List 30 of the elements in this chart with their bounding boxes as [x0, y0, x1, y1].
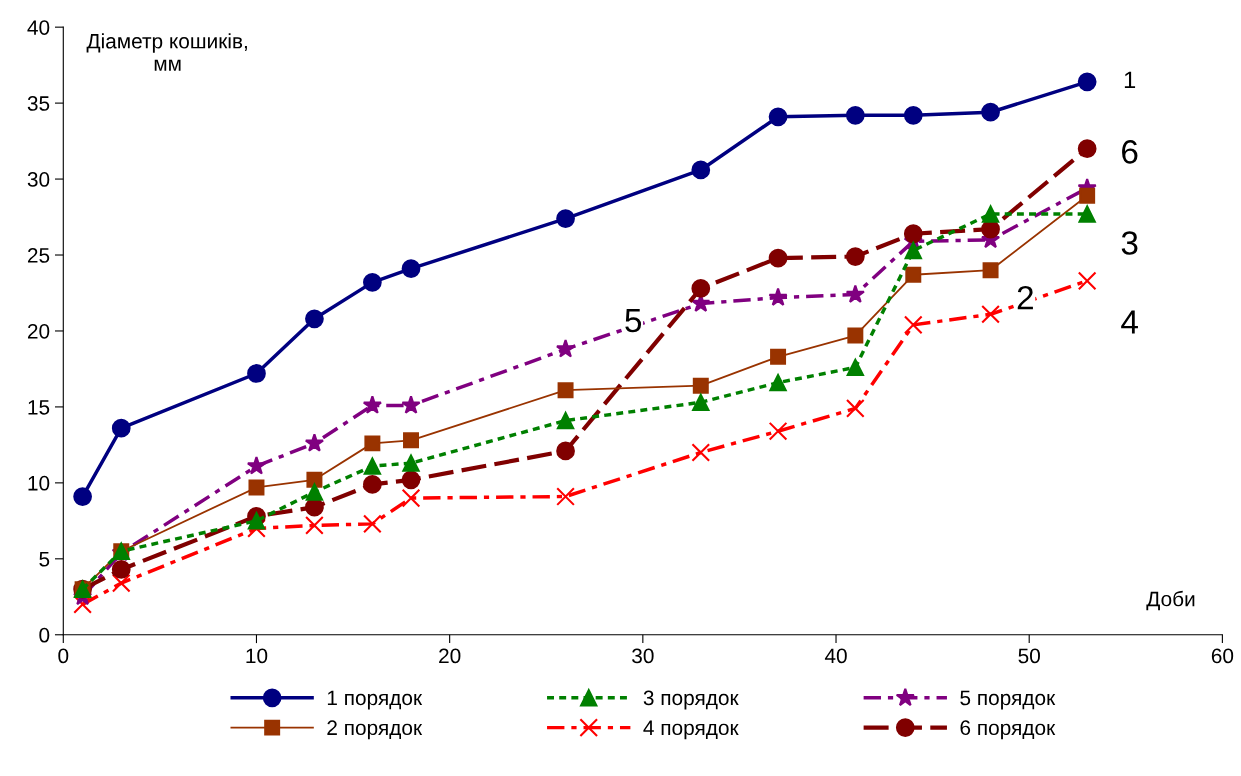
- y-tick-label: 25: [27, 248, 50, 263]
- legend-label: 4 порядок: [643, 720, 739, 740]
- y-tick-label: 15: [28, 400, 50, 415]
- y-tick-label: 30: [27, 172, 50, 187]
- legend-label: 1 порядок: [327, 690, 423, 710]
- y-tick-label: 10: [28, 475, 50, 491]
- legend-label: 6 порядок: [960, 720, 1056, 740]
- annotation: 3: [1121, 231, 1138, 255]
- legend-label: 3 порядок: [643, 690, 739, 710]
- y-tick-label: 40: [27, 20, 50, 35]
- annotation: 2: [1017, 285, 1033, 310]
- x-axis-title: Доби: [1146, 590, 1195, 611]
- x-tick-label: 50: [1018, 648, 1040, 664]
- x-tick-label: 10: [246, 648, 268, 664]
- y-axis-title: Діаметр кошиків, мм: [86, 33, 247, 71]
- annotation: 1: [1124, 71, 1136, 88]
- x-tick-label: 40: [824, 648, 847, 664]
- legend-label: 2 порядок: [327, 720, 423, 740]
- legend-label: 5 порядок: [960, 690, 1056, 710]
- x-tick-label: 0: [58, 648, 69, 664]
- annotation: 4: [1121, 310, 1138, 334]
- annotation: 5: [625, 309, 642, 333]
- annotation: 6: [1122, 140, 1138, 164]
- y-tick-label: 0: [39, 627, 50, 643]
- x-tick-label: 30: [632, 648, 654, 664]
- x-tick-label: 20: [439, 648, 461, 664]
- y-tick-label: 5: [39, 552, 50, 567]
- y-tick-label: 20: [27, 323, 50, 339]
- x-tick-label: 60: [1211, 648, 1234, 664]
- y-tick-label: 35: [27, 96, 50, 111]
